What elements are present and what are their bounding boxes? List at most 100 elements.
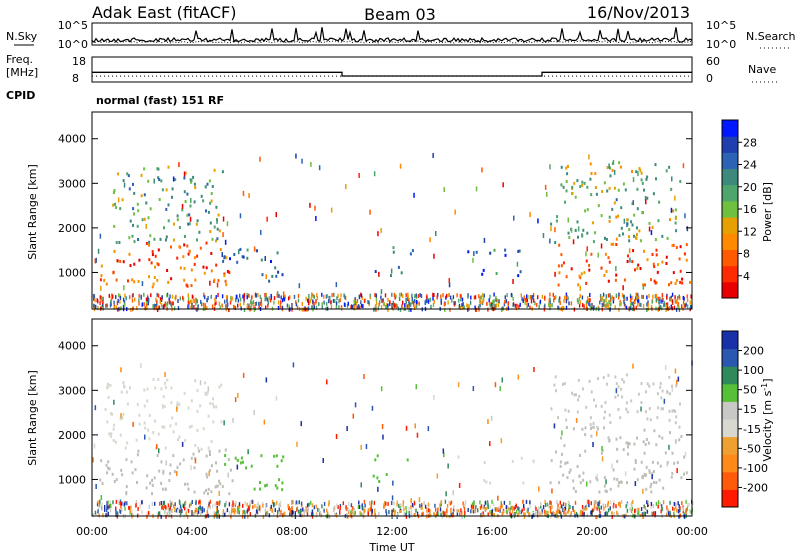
scatter-cell xyxy=(548,504,550,509)
scatter-cell xyxy=(306,512,309,517)
scatter-cell xyxy=(140,173,143,177)
scatter-cell xyxy=(434,513,437,517)
scatter-cell xyxy=(626,481,628,485)
scatter-cell xyxy=(112,191,115,195)
scatter-cell xyxy=(204,391,207,395)
scatter-cell xyxy=(206,298,208,303)
scatter-cell xyxy=(216,507,218,512)
scatter-cell xyxy=(221,485,224,488)
scatter-cell xyxy=(166,378,169,382)
scatter-cell xyxy=(385,473,388,476)
velocity-colorbar-swatch xyxy=(722,348,738,367)
scatter-cell xyxy=(640,382,643,385)
scatter-cell xyxy=(629,507,631,512)
scatter-cell xyxy=(216,469,219,473)
scatter-cell xyxy=(153,178,155,184)
scatter-cell xyxy=(239,461,242,465)
scatter-cell xyxy=(271,508,274,513)
scatter-cell xyxy=(137,238,140,241)
scatter-cell xyxy=(312,299,314,304)
scatter-cell xyxy=(311,512,313,517)
scatter-cell xyxy=(123,182,126,188)
scatter-cell xyxy=(147,428,150,432)
scatter-cell xyxy=(487,419,489,424)
scatter-cell xyxy=(640,507,643,511)
scatter-cell xyxy=(112,427,115,431)
scatter-cell xyxy=(190,465,192,471)
scatter-cell xyxy=(169,505,171,510)
scatter-cell xyxy=(212,420,215,424)
scatter-cell xyxy=(224,503,226,508)
scatter-cell xyxy=(673,512,675,516)
scatter-cell xyxy=(215,300,217,305)
scatter-cell xyxy=(348,509,351,513)
scatter-cell xyxy=(602,292,605,297)
scatter-cell xyxy=(549,292,551,297)
scatter-cell xyxy=(121,507,123,512)
scatter-cell xyxy=(378,480,381,483)
scatter-cell xyxy=(672,271,675,275)
scatter-cell xyxy=(209,280,211,286)
scatter-cell xyxy=(620,387,623,391)
scatter-cell xyxy=(460,297,462,302)
scatter-cell xyxy=(581,295,584,300)
scatter-cell xyxy=(395,294,397,299)
scatter-cell xyxy=(93,296,95,301)
scatter-cell xyxy=(188,425,191,429)
scatter-cell xyxy=(112,203,115,207)
scatter-cell xyxy=(270,260,272,263)
scatter-cell xyxy=(371,512,373,517)
scatter-cell xyxy=(639,168,642,172)
scatter-cell xyxy=(624,188,627,192)
scatter-cell xyxy=(119,417,122,421)
scatter-cell xyxy=(661,293,664,297)
scatter-cell xyxy=(683,303,685,307)
scatter-cell xyxy=(643,249,645,253)
scatter-cell xyxy=(222,216,225,222)
scatter-cell xyxy=(588,503,590,508)
scatter-cell xyxy=(105,463,108,467)
scatter-cell xyxy=(276,251,279,255)
scatter-cell xyxy=(681,277,684,281)
scatter-cell xyxy=(207,296,209,300)
scatter-cell xyxy=(601,302,603,307)
scatter-cell xyxy=(570,267,573,271)
scatter-cell xyxy=(597,204,600,208)
scatter-cell xyxy=(659,464,662,468)
scatter-cell xyxy=(578,303,581,308)
scatter-cell xyxy=(640,302,642,307)
scatter-cell xyxy=(226,298,228,303)
scatter-cell xyxy=(244,514,246,519)
scatter-cell xyxy=(221,294,224,299)
scatter-cell xyxy=(631,170,633,173)
scatter-cell xyxy=(415,300,418,304)
scatter-cell xyxy=(280,509,282,514)
scatter-cell xyxy=(141,500,143,505)
scatter-cell xyxy=(656,461,659,465)
scatter-cell xyxy=(601,456,604,462)
scatter-cell xyxy=(516,303,518,308)
scatter-cell xyxy=(154,303,156,308)
scatter-cell xyxy=(157,176,160,180)
scatter-cell xyxy=(493,299,495,304)
scatter-cell xyxy=(196,389,199,393)
scatter-cell xyxy=(137,209,140,213)
scatter-cell xyxy=(646,258,649,262)
scatter-cell xyxy=(472,257,474,263)
scatter-cell xyxy=(188,213,191,217)
scatter-cell xyxy=(597,502,599,506)
scatter-cell xyxy=(662,486,665,490)
scatter-cell xyxy=(370,504,373,509)
scatter-cell xyxy=(641,475,644,479)
scatter-cell xyxy=(122,381,125,384)
scatter-cell xyxy=(467,250,470,254)
scatter-cell xyxy=(195,297,197,302)
scatter-cell xyxy=(668,283,670,287)
scatter-cell xyxy=(238,510,240,515)
scatter-cell xyxy=(110,433,112,436)
scatter-cell xyxy=(613,186,616,190)
power-colorbar-swatch xyxy=(722,168,738,186)
scatter-cell xyxy=(463,504,465,508)
scatter-cell xyxy=(638,511,640,515)
scatter-cell xyxy=(612,504,615,509)
